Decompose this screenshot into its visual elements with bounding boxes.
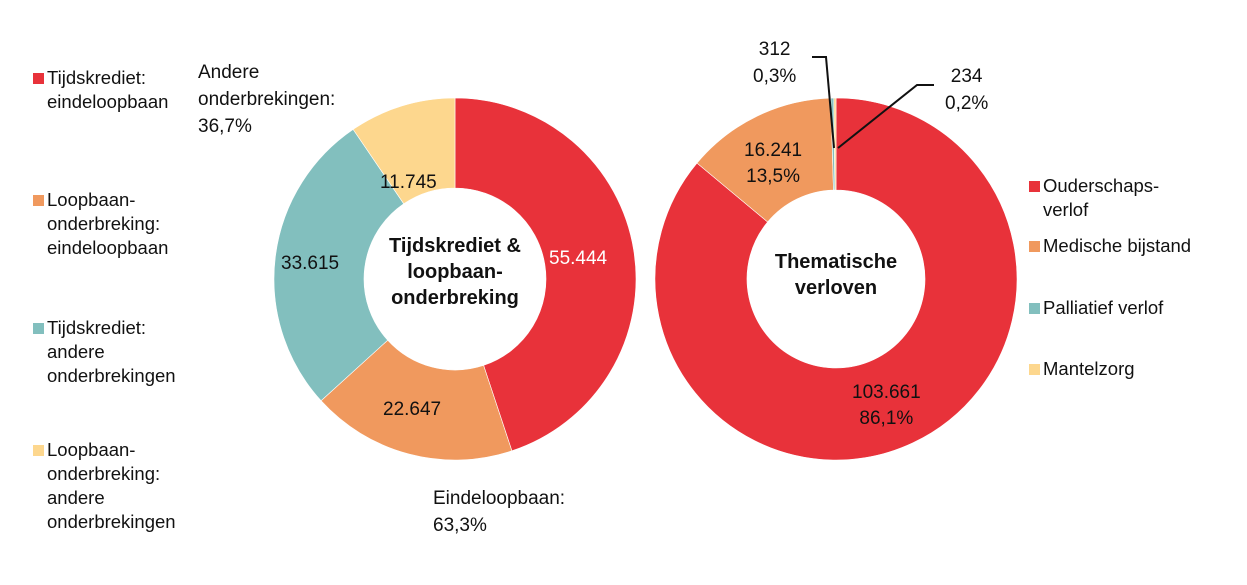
legend-text: andere	[47, 487, 105, 508]
legend-text: Tijdskrediet:	[47, 317, 147, 338]
legend-text: eindeloopbaan	[47, 237, 169, 258]
legend-swatch	[1029, 303, 1040, 314]
annotation-andere-onderbrekingen: Andere onderbrekingen: 36,7%	[198, 59, 335, 140]
data-label-ouderschapsverlof: 103.661 86,1%	[852, 380, 921, 432]
donut-left	[273, 97, 637, 461]
annotation-line: 63,3%	[433, 515, 487, 536]
legend-swatch	[33, 445, 44, 456]
legend-item-medische-bijstand: Medische bijstand	[1029, 234, 1192, 258]
data-label-percent: 0,3%	[753, 66, 797, 87]
legend-text: onderbrekingen	[47, 511, 176, 532]
donut-slice	[654, 97, 1018, 461]
legend-item-loopbaan-eindeloopbaan: Loopbaan-onderbreking: eindeloopbaan	[33, 188, 169, 260]
data-label: 11.745	[380, 172, 437, 193]
legend-text: onderbreking:	[47, 463, 161, 484]
center-label-right: Thematische verloven	[746, 249, 926, 301]
legend-text: Ouderschaps-	[1043, 175, 1160, 196]
data-label-mantelzorg: 234 0,2%	[945, 63, 988, 117]
legend-text: Mantelzorg	[1043, 358, 1135, 379]
legend-text: Loopbaan-	[47, 189, 136, 210]
center-line: Thematische	[774, 251, 898, 273]
data-label: 55.444	[549, 248, 608, 269]
annotation-line: 36,7%	[198, 116, 252, 137]
legend-text: Palliatief verlof	[1043, 297, 1164, 318]
data-label-palliatief-verlof: 312 0,3%	[753, 36, 796, 90]
data-label: 33.615	[281, 253, 340, 274]
legend-text: Medische bijstand	[1043, 235, 1192, 256]
legend-text: onderbrekingen	[47, 365, 176, 386]
data-label-value: 312	[758, 39, 791, 60]
donut-slice	[352, 97, 456, 205]
data-label-percent: 0,2%	[945, 93, 989, 114]
legend-swatch	[33, 73, 44, 84]
leader-line-palliatief	[812, 56, 835, 149]
donut-right	[654, 97, 1018, 461]
data-label-percent: 86,1%	[859, 408, 914, 429]
annotation-line: Andere	[198, 62, 260, 83]
data-label: 22.647	[383, 399, 442, 420]
legend-text: eindeloopbaan	[47, 91, 169, 112]
legend-item-tijdskrediet-andere: Tijdskrediet: andere onderbrekingen	[33, 316, 176, 388]
legend-item-palliatief-verlof: Palliatief verlof	[1029, 296, 1164, 320]
legend-swatch	[33, 323, 44, 334]
donut-slice	[320, 339, 513, 461]
donut-slice	[833, 97, 837, 191]
legend-text: Tijdskrediet:	[47, 67, 147, 88]
donut-slice	[273, 128, 405, 402]
legend-swatch	[1029, 181, 1040, 192]
center-line: loopbaan-	[407, 261, 503, 283]
data-label-percent: 13,5%	[746, 166, 800, 187]
legend-text: verlof	[1043, 199, 1089, 220]
legend-swatch	[1029, 241, 1040, 252]
legend-text: Loopbaan-	[47, 439, 136, 460]
center-label-left: Tijdskrediet & loopbaan-onderbreking	[365, 233, 545, 311]
center-line: verloven	[794, 277, 878, 299]
data-label-value: 234	[950, 66, 983, 87]
data-label-value: 103.661	[852, 382, 921, 403]
legend-item-mantelzorg: Mantelzorg	[1029, 357, 1135, 381]
center-line: Tijdskrediet &	[389, 235, 521, 257]
legend-item-tijdskrediet-eindeloopbaan: Tijdskrediet: eindeloopbaan	[33, 66, 169, 114]
donut-slice	[454, 97, 637, 452]
annotation-line: Eindeloopbaan:	[433, 488, 566, 509]
legend-item-loopbaan-andere: Loopbaan-onderbreking: andere onderbreking…	[33, 438, 176, 534]
legend-swatch	[1029, 364, 1040, 375]
annotation-line: onderbrekingen:	[198, 89, 336, 110]
center-line: onderbreking	[391, 287, 519, 309]
data-label-medische-bijstand: 16.241 13,5%	[744, 138, 802, 190]
data-label-value: 16.241	[744, 140, 803, 161]
legend-item-ouderschapsverlof: Ouderschaps-verlof	[1029, 174, 1160, 222]
annotation-eindeloopbaan: Eindeloopbaan: 63,3%	[433, 485, 565, 539]
legend-text: onderbreking:	[47, 213, 161, 234]
legend-text: andere	[47, 341, 105, 362]
legend-swatch	[33, 195, 44, 206]
leader-line-mantelzorg	[837, 84, 934, 149]
